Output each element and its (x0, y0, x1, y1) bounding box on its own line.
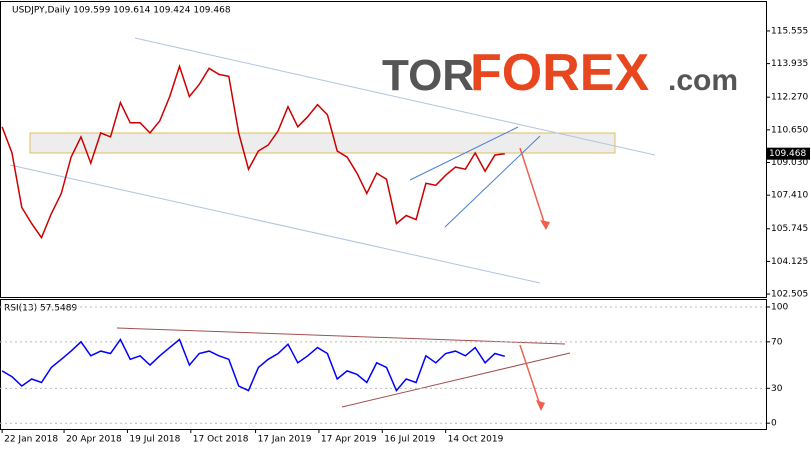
resistance-zone (29, 132, 616, 154)
y-tick-label: 30 (771, 384, 783, 394)
y-tick-label: 70 (771, 337, 783, 347)
y-tick-label: 110.650 (771, 125, 808, 135)
x-tick-label: 22 Jan 2018 (4, 435, 58, 445)
watermark: FOREX (470, 44, 649, 102)
price-label-box (766, 147, 810, 160)
price-label: 109.468 (769, 149, 806, 159)
y-tick-label: 109.030 (771, 158, 808, 168)
y-tick-label: 0 (771, 419, 777, 429)
arrow (519, 147, 546, 226)
series-line (1, 63, 505, 240)
rsi-trend-line (341, 352, 571, 408)
y-tick-label: 107.410 (771, 191, 808, 201)
x-tick-label: 17 Jan 2019 (258, 435, 312, 445)
y-tick-label: 100 (771, 302, 788, 312)
x-tick-label: 17 Oct 2018 (193, 435, 249, 445)
wedge-line (444, 135, 541, 228)
y-tick-label: 105.745 (771, 224, 808, 234)
watermark: TOR (382, 51, 474, 100)
rsi-trend-line (116, 327, 566, 345)
y-tick-label: 112.270 (771, 93, 808, 103)
x-tick-label: 20 Apr 2018 (66, 435, 122, 445)
wedge-line (409, 126, 519, 181)
x-tick-label: 16 Jul 2019 (384, 435, 435, 445)
x-tick-label: 14 Oct 2019 (448, 435, 504, 445)
channel-line (9, 164, 541, 284)
rsi-panel (0, 299, 767, 430)
arrow (519, 344, 541, 406)
x-tick-label: 17 Apr 2019 (321, 435, 377, 445)
y-tick-label: 104.125 (771, 257, 808, 267)
x-tick-label: 19 Jul 2018 (129, 435, 180, 445)
y-tick-label: 115.555 (771, 26, 808, 36)
indicator-title: RSI(13) 57.5489 (4, 304, 77, 314)
watermark: .com (668, 64, 738, 97)
y-tick-label: 102.505 (771, 290, 808, 300)
y-tick-label: 113.935 (771, 59, 808, 69)
chart-title: USDJPY,Daily 109.599 109.614 109.424 109… (12, 6, 231, 16)
arrow-head (540, 220, 550, 230)
arrow-head (536, 400, 545, 411)
series-line (1, 338, 506, 393)
channel-line (134, 37, 656, 156)
